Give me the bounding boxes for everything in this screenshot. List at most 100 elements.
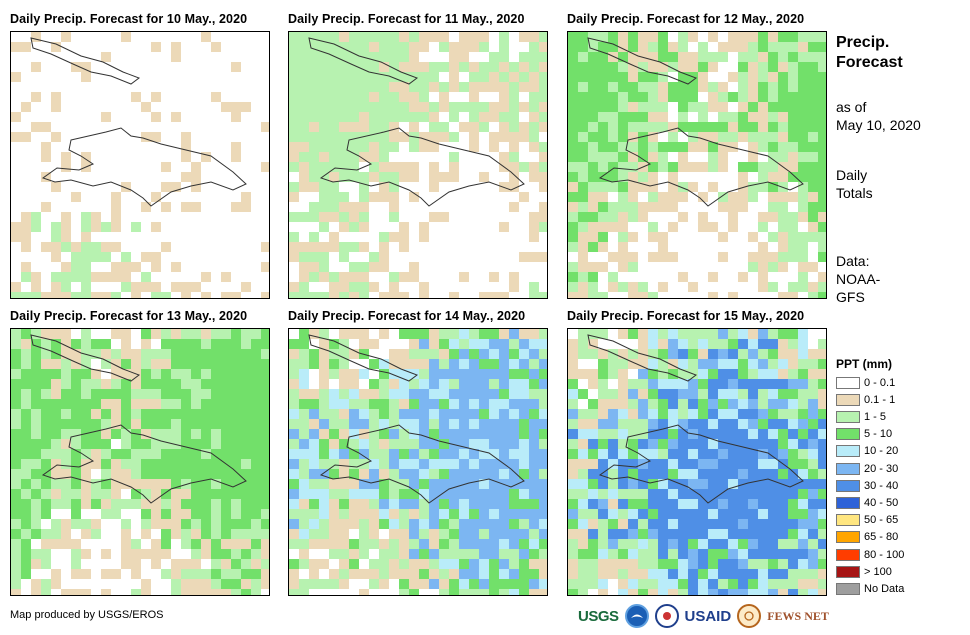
precip-cell (409, 589, 419, 595)
precip-cell (568, 102, 578, 112)
precip-cell (469, 82, 479, 92)
precip-cell (738, 172, 748, 182)
precip-cell (151, 429, 161, 439)
precip-cell (141, 329, 151, 339)
precip-cell (738, 202, 748, 212)
precip-cell (648, 419, 658, 429)
precip-cell (529, 479, 539, 489)
precip-cell (151, 222, 161, 232)
precip-cell (61, 519, 71, 529)
precip-cell (141, 389, 151, 399)
precip-cell (688, 489, 698, 499)
precip-cell (449, 419, 459, 429)
precip-cell (181, 579, 191, 589)
precip-grid-map (11, 329, 269, 595)
precip-cell (588, 539, 598, 549)
precip-cell (379, 489, 389, 499)
precip-cell (618, 489, 628, 499)
precip-cell (379, 262, 389, 272)
precip-cell (71, 399, 81, 409)
precip-cell (748, 182, 758, 192)
precip-cell (231, 459, 241, 469)
precip-cell (628, 82, 638, 92)
precip-cell (201, 429, 211, 439)
legend-swatch (836, 514, 860, 527)
precip-cell (409, 379, 419, 389)
precip-cell (618, 202, 628, 212)
as-of-label: as of (836, 99, 867, 115)
precip-cell (389, 429, 399, 439)
precip-cell (329, 339, 339, 349)
precip-cell (598, 409, 608, 419)
precip-cell (299, 419, 309, 429)
precip-cell (299, 262, 309, 272)
precip-cell (798, 142, 808, 152)
precip-cell (469, 509, 479, 519)
precip-cell (429, 439, 439, 449)
precip-cell (181, 202, 191, 212)
precip-cell (748, 112, 758, 122)
precip-cell (289, 192, 299, 202)
precip-cell (778, 399, 788, 409)
precip-cell (598, 292, 608, 298)
precip-cell (798, 132, 808, 142)
precip-cell (778, 329, 788, 339)
precip-cell (708, 369, 718, 379)
precip-cell (21, 469, 31, 479)
precip-cell (309, 112, 319, 122)
precip-cell (11, 369, 21, 379)
precip-cell (509, 142, 519, 152)
precip-cell (738, 112, 748, 122)
precip-cell (778, 419, 788, 429)
precip-cell (588, 282, 598, 292)
precip-cell (201, 589, 211, 595)
precip-cell (399, 449, 409, 459)
precip-cell (449, 172, 459, 182)
precip-cell (161, 519, 171, 529)
precip-cell (171, 329, 181, 339)
precip-cell (359, 282, 369, 292)
precip-cell (539, 122, 547, 132)
precip-cell (678, 272, 688, 282)
precip-cell (539, 32, 547, 42)
precip-cell (529, 459, 539, 469)
precip-cell (808, 349, 818, 359)
precip-cell (678, 399, 688, 409)
precip-cell (638, 499, 648, 509)
precip-cell (201, 152, 211, 162)
precip-cell (231, 112, 241, 122)
precip-cell (121, 182, 131, 192)
precip-cell (588, 122, 598, 132)
precip-cell (201, 579, 211, 589)
precip-cell (628, 212, 638, 222)
precip-cell (608, 449, 618, 459)
precip-cell (758, 509, 768, 519)
precip-cell (241, 399, 251, 409)
precip-cell (71, 539, 81, 549)
precip-cell (519, 529, 529, 539)
precip-cell (241, 539, 251, 549)
precip-cell (319, 172, 329, 182)
precip-cell (299, 369, 309, 379)
precip-cell (578, 519, 588, 529)
precip-cell (71, 489, 81, 499)
precip-cell (788, 62, 798, 72)
precip-cell (788, 489, 798, 499)
precip-cell (299, 529, 309, 539)
precip-cell (121, 439, 131, 449)
precip-cell (598, 122, 608, 132)
precip-cell (21, 539, 31, 549)
precip-cell (41, 589, 51, 595)
globe-icon (744, 611, 754, 621)
precip-cell (299, 579, 309, 589)
precip-cell (568, 162, 578, 172)
precip-cell (231, 349, 241, 359)
precip-cell (121, 369, 131, 379)
precip-cell (628, 92, 638, 102)
precip-cell (618, 252, 628, 262)
precip-cell (459, 399, 469, 409)
precip-cell (261, 529, 269, 539)
precip-cell (778, 122, 788, 132)
precip-cell (191, 529, 201, 539)
precip-cell (439, 429, 449, 439)
